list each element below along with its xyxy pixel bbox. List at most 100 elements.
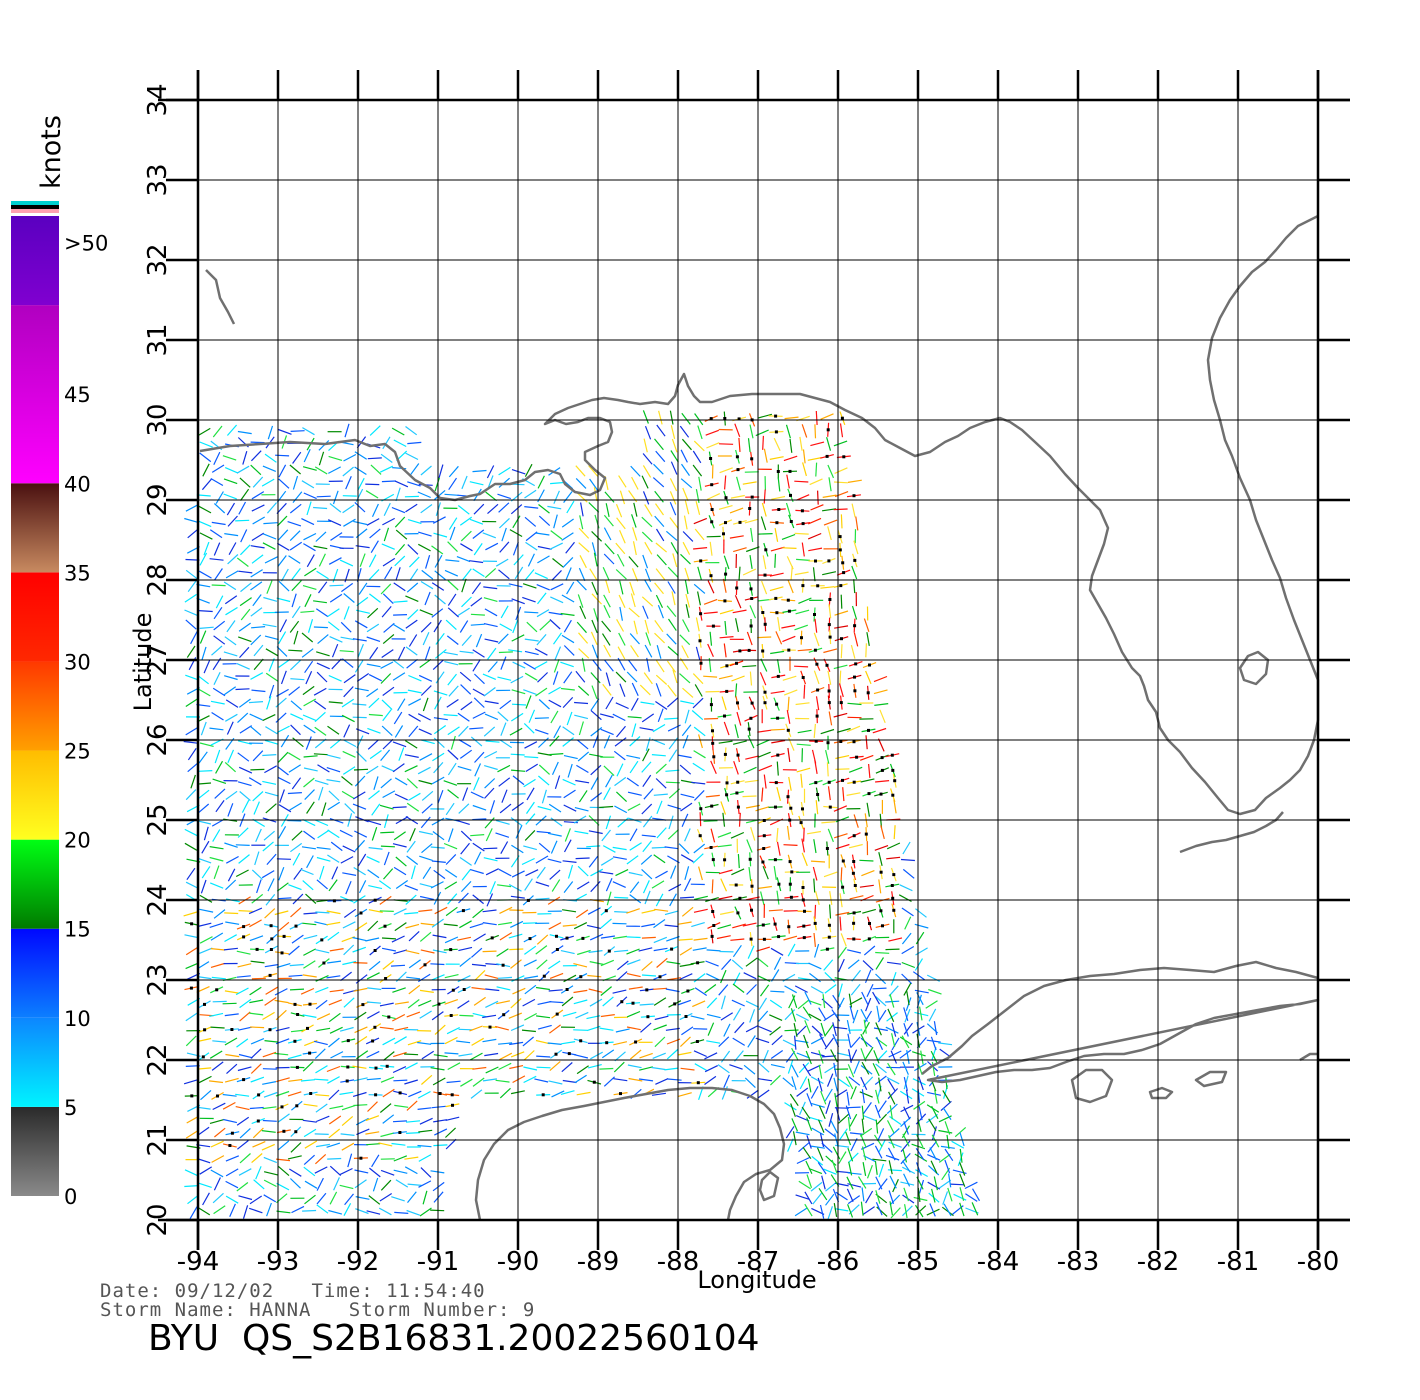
rain-flag <box>814 739 818 743</box>
wind-vector <box>757 636 772 639</box>
wind-vector <box>301 846 316 850</box>
wind-vector <box>875 1119 879 1134</box>
wind-vector <box>267 878 275 892</box>
wind-vector <box>654 908 669 912</box>
wind-vector <box>238 622 251 632</box>
wind-vector <box>473 777 480 791</box>
wind-vector <box>305 736 312 750</box>
wind-vector <box>823 1168 837 1175</box>
wind-vector <box>591 542 597 557</box>
wind-vector <box>667 1078 682 1081</box>
wind-vector <box>629 736 641 747</box>
wind-vector <box>548 989 563 992</box>
wind-vector <box>784 1029 799 1032</box>
wind-vector <box>749 424 754 439</box>
wind-vector <box>612 989 627 994</box>
wind-vector <box>642 815 653 828</box>
wind-vector <box>547 505 562 510</box>
wind-vector <box>340 856 354 864</box>
wind-vector <box>576 492 588 503</box>
wind-vector <box>811 1025 823 1036</box>
wind-vector <box>553 658 560 673</box>
wind-vector <box>353 520 368 526</box>
wind-vector <box>291 593 297 608</box>
wind-vector <box>291 580 302 592</box>
wind-vector <box>238 501 247 515</box>
wind-vector <box>875 957 885 970</box>
wind-vector <box>276 725 290 734</box>
wind-vector <box>421 739 435 745</box>
wind-vector <box>863 1010 873 1024</box>
wind-vector <box>914 989 929 994</box>
wind-vector <box>613 1041 628 1046</box>
wind-vector <box>473 933 486 942</box>
wind-vector <box>810 1145 825 1149</box>
wind-vector <box>209 529 223 539</box>
wind-vector <box>723 555 730 570</box>
wind-vector <box>720 801 727 815</box>
wind-vector <box>419 609 434 616</box>
wind-vector <box>313 545 328 550</box>
wind-vector <box>888 1128 900 1139</box>
wind-vector <box>705 429 720 436</box>
wind-vector <box>878 879 882 894</box>
wind-vector <box>669 410 674 425</box>
wind-vector <box>354 839 366 852</box>
wind-vector <box>842 787 845 802</box>
wind-vector <box>316 495 331 498</box>
wind-vector <box>419 895 434 900</box>
wind-vector <box>838 1113 850 1124</box>
wind-vector <box>523 722 535 734</box>
wind-vector <box>874 1160 878 1175</box>
wind-vector <box>211 464 225 473</box>
wind-vector <box>262 533 277 540</box>
colorbar-segment <box>11 839 59 929</box>
wind-vector <box>654 515 665 527</box>
wind-vector <box>669 501 677 516</box>
wind-vector <box>484 1052 499 1057</box>
wind-vector <box>900 858 915 862</box>
wind-vector <box>484 608 498 617</box>
wind-vector <box>461 596 472 608</box>
rain-flag <box>282 1129 286 1133</box>
wind-vector <box>823 519 838 526</box>
wind-vector <box>951 1140 965 1149</box>
colorbar-label: >50 <box>64 232 108 256</box>
wind-vector <box>433 737 445 749</box>
rain-flag <box>761 611 765 614</box>
wind-vector <box>942 1090 951 1103</box>
y-tick-label: 22 <box>143 1043 173 1076</box>
wind-vector <box>397 698 406 712</box>
wind-vector <box>315 1065 328 1074</box>
wind-vector <box>406 840 416 853</box>
wind-vector <box>862 1102 872 1115</box>
wind-vector <box>328 1089 340 1101</box>
wind-vector <box>237 1066 252 1072</box>
wind-vector <box>407 1191 417 1203</box>
rain-flag <box>761 923 765 927</box>
wind-vector <box>548 699 562 708</box>
wind-vector <box>537 555 550 564</box>
wind-vector <box>664 717 679 720</box>
rain-flag <box>774 781 778 785</box>
wind-vector <box>328 455 343 461</box>
wind-vector <box>252 1127 264 1139</box>
wind-vector <box>448 477 457 491</box>
wind-vector <box>818 1064 823 1079</box>
wind-vector <box>599 713 614 719</box>
rain-flag <box>725 793 729 797</box>
wind-vector <box>437 789 444 804</box>
wind-vector <box>860 778 875 783</box>
rain-flag <box>332 899 336 903</box>
wind-vector <box>523 845 537 851</box>
wind-vector <box>959 1187 965 1201</box>
wind-vector <box>197 789 210 800</box>
rain-flag <box>384 977 388 980</box>
wind-vector <box>522 1036 534 1047</box>
wind-vector <box>211 1061 224 1071</box>
wind-vector <box>853 579 856 594</box>
wind-vector <box>303 543 316 552</box>
wind-vector <box>577 739 589 750</box>
wind-vector <box>865 643 867 658</box>
wind-vector <box>917 1187 921 1202</box>
